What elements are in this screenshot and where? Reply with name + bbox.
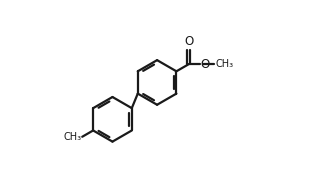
Text: O: O — [184, 35, 193, 48]
Text: O: O — [201, 58, 210, 71]
Text: CH₃: CH₃ — [63, 132, 82, 142]
Text: CH₃: CH₃ — [215, 59, 233, 69]
